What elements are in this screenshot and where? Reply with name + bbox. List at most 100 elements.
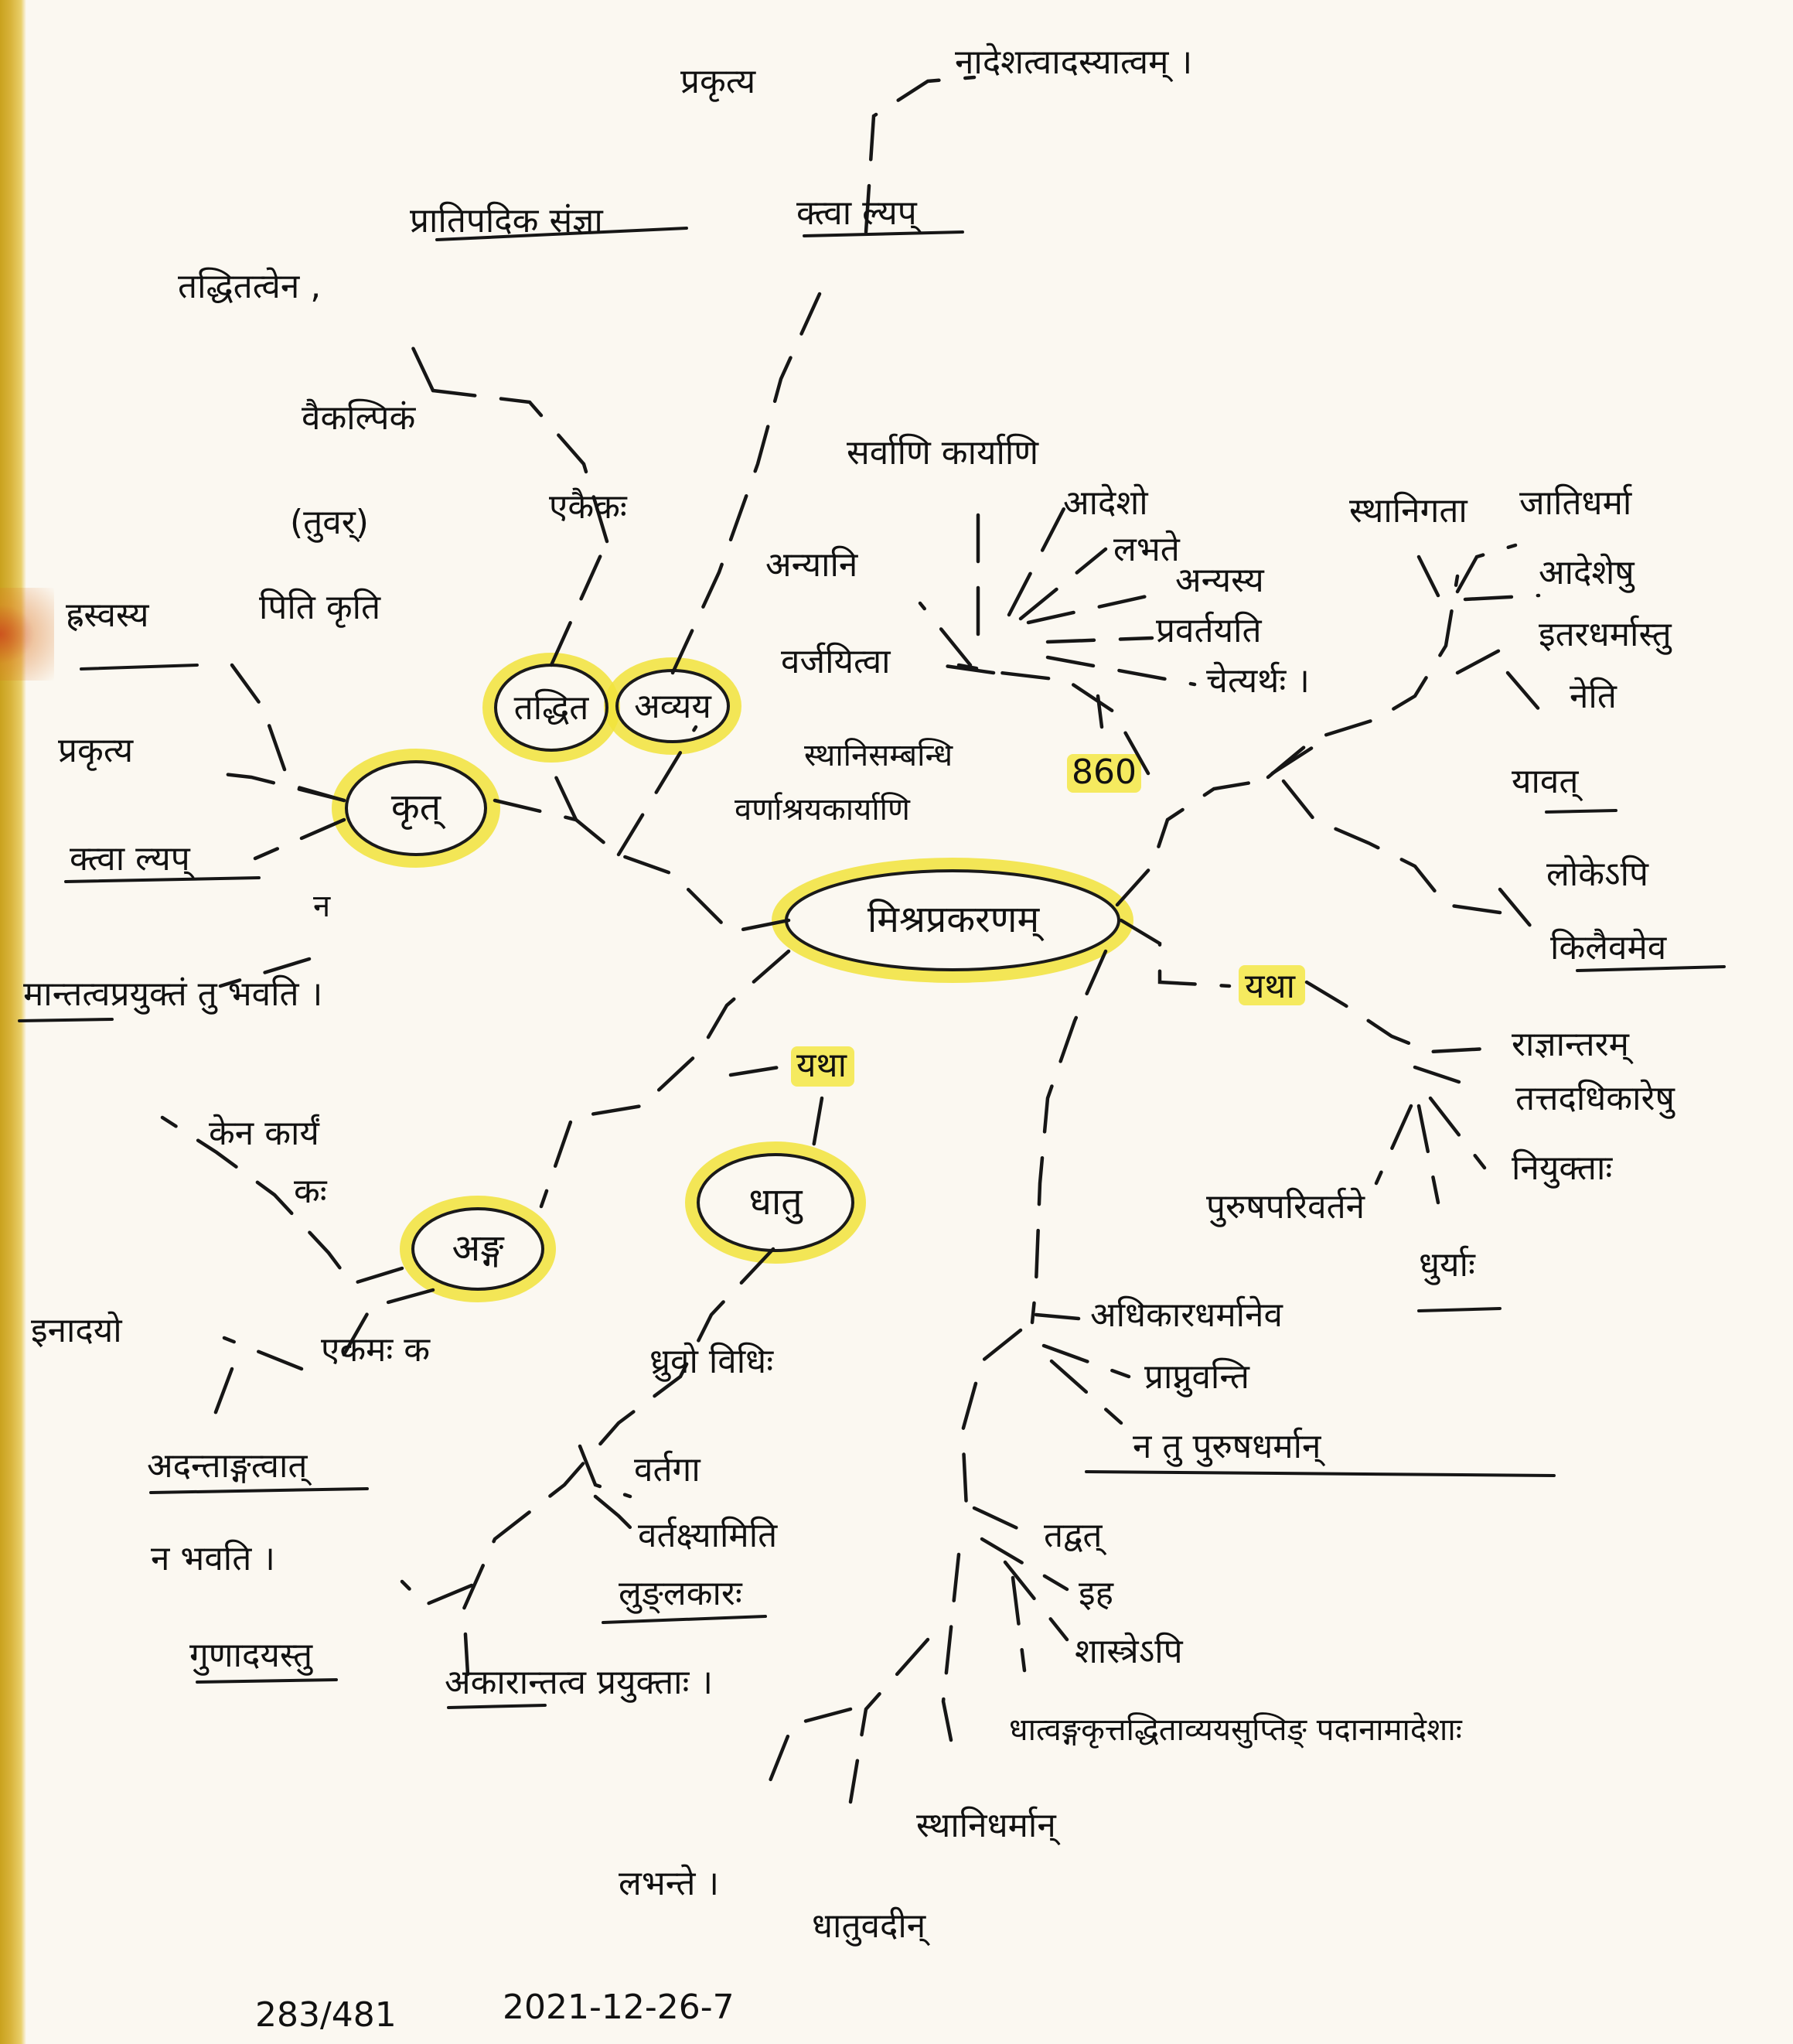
branch-to-sthanigata	[1416, 555, 1440, 598]
node-yatha-lower: यथा	[796, 1046, 848, 1085]
branch-to-tattad	[1413, 1065, 1475, 1089]
branch-dhatu-akara	[462, 1247, 775, 1677]
node-top-ktva-lyap: क्त्वा ल्यप्	[796, 193, 922, 234]
branch-to-pravartayati	[1045, 636, 1154, 644]
underline-hrasvasya	[80, 664, 199, 671]
node-vaikalpikam: वैकल्पिकं	[302, 398, 417, 438]
node-varnashraya: वर्णाश्रयकार्याणि	[735, 792, 911, 827]
node-akara-line: अकारान्तत्व प्रयुक्ताः ।	[445, 1663, 713, 1703]
node-ekamah-ka: एकमः क	[321, 1330, 431, 1370]
node-shastrepi: शास्त्रेऽपि	[1075, 1632, 1184, 1671]
node-chetyarthah: चेत्यर्थः ।	[1206, 661, 1310, 701]
node-kena-karyam: केन कार्यं	[209, 1114, 320, 1153]
branch-to-anyani	[918, 601, 973, 667]
branch-to-anyasya	[1026, 589, 1170, 625]
branch-central-krut	[493, 798, 791, 934]
footer-date: 2021-12-26-7	[503, 1988, 735, 2027]
branch-gunadi	[400, 1579, 474, 1607]
node-tattadadhikareshu: तत्तदधिकारेषु	[1515, 1079, 1675, 1119]
underline-manta	[18, 1018, 114, 1022]
anga-ring	[411, 1207, 544, 1291]
branch-krut-prakrutya	[214, 771, 346, 803]
branch-to-niyuktah	[1428, 1096, 1487, 1170]
node-avyaya: अव्यय	[634, 687, 712, 726]
node-adantangatvat: अदन्ताङ्गत्वात्	[147, 1446, 312, 1486]
branch-yatha-raja	[1304, 980, 1502, 1054]
underline-adanta	[149, 1487, 369, 1494]
underline-pratipadika	[435, 227, 688, 241]
node-dhatu: धातु	[748, 1180, 803, 1224]
node-dhatvanga-line: धात्वङ्गकृत्तद्धिताव्ययसुप्तिङ् पदानामाद…	[1009, 1712, 1463, 1749]
node-pravartayati: प्रवर्तयति	[1156, 611, 1262, 650]
avyaya-highlight	[604, 657, 741, 755]
branch-to-labhate	[1018, 547, 1108, 621]
branch-anga-kena	[160, 1115, 404, 1286]
node-adesho: आदेशो	[1063, 483, 1149, 523]
node-lokepi: लोकेऽपि	[1546, 855, 1649, 894]
branch-to-purusha	[1374, 1104, 1413, 1186]
branch-to-adhikara	[1034, 1312, 1081, 1321]
node-anyani: अन्यानि	[765, 545, 859, 585]
node-purusha-parivartane: पुरुषपरिवर्तने	[1206, 1187, 1366, 1227]
node-pratipadika-sanjna: प्रातिपदिक संज्ञा	[410, 201, 604, 241]
branch-to-avyaya	[616, 725, 698, 857]
node-adhikara-dharmaneva: अधिकारधर्मानेव	[1090, 1295, 1283, 1335]
node-top-prakrutya: प्रकृत्य	[680, 62, 757, 102]
branch-to-labhante	[759, 1707, 853, 1804]
node-yavat: यावत्	[1512, 762, 1583, 802]
underline-layer	[18, 227, 1726, 1709]
branch-ekaika-vaikalpika	[431, 388, 609, 544]
branch-manta	[218, 957, 312, 988]
dhatu-highlight	[685, 1141, 866, 1264]
branch-to-dhatuvadin	[848, 1637, 930, 1804]
node-sthanigata: स्थानिगता	[1349, 491, 1468, 531]
node-ktva-lyap-left: क्त्वा ल्यप्	[70, 839, 195, 879]
branch-to-tadvat	[972, 1506, 1035, 1537]
branch-to-itaradharmastu	[1455, 640, 1518, 675]
node-hrasvasya: ह्रस्वस्य	[66, 595, 150, 635]
underline-kilaivam	[1576, 965, 1726, 972]
branch-central-860	[1115, 744, 1317, 907]
node-sthani-sambandhi: स्थानिसम्बन्धि	[804, 738, 954, 773]
node-rajnantaram: राज्ञान्तरम्	[1512, 1025, 1634, 1065]
branch-to-taddhita	[543, 752, 578, 822]
node-na-tu-purusha: न तु पुरुषधर्मान्	[1133, 1427, 1325, 1467]
branch-to-sthanidharman	[941, 1552, 961, 1742]
branch-taddhita-ekaika	[549, 539, 609, 667]
node-niyuktah: नियुक्ताः	[1512, 1148, 1613, 1189]
branch-to-varjayitva	[937, 663, 996, 675]
node-labhante: लभन्ते ।	[619, 1864, 719, 1903]
node-labhate: लभते	[1113, 530, 1181, 569]
branch-layer	[160, 75, 1556, 1804]
branch-ekamah-inadayo	[222, 1336, 304, 1371]
node-dhuryah: धुर्याः	[1419, 1245, 1476, 1285]
branch-to-shastrepi	[1003, 1560, 1069, 1642]
node-kilaivamiva: किलैवमेव	[1550, 928, 1668, 967]
node-860: 860	[1072, 752, 1137, 792]
node-tadvat: तद्वत्	[1044, 1516, 1106, 1556]
underline-natu	[1085, 1470, 1556, 1477]
node-prakrutya-left: प्रकृत्य	[58, 731, 135, 771]
node-itaradharmastu: इतरधर्मास्तु	[1539, 615, 1672, 655]
node-krut: कृत्	[391, 786, 446, 830]
branch-top-ktva	[864, 75, 977, 234]
text-layer: मिश्रप्रकरणम् प्रकृत्य नादेशत्वादस्यात्व…	[23, 43, 1675, 2035]
branch-to-dhatvanga	[1011, 1575, 1027, 1673]
node-na-bhavati: न भवति ।	[151, 1539, 275, 1578]
node-dhuvo-vidhih: ध्रुवो विधिः	[649, 1342, 774, 1382]
footer-page-number: 283/481	[255, 1995, 397, 2035]
branch-to-prapnuvanti	[1041, 1343, 1131, 1379]
node-prapnuvanti: प्राप्नुवन्ति	[1144, 1357, 1250, 1397]
node-varjayitva: वर्जयित्वा	[781, 642, 891, 681]
underline-gunadi	[196, 1678, 338, 1684]
underline-lunlakara	[602, 1615, 767, 1624]
node-iha: इह	[1079, 1574, 1114, 1613]
branch-to-lokepi	[1281, 779, 1502, 915]
branch-ekamah-adanta	[206, 1367, 234, 1433]
node-dhatuvadin: धातुवदीन्	[812, 1906, 930, 1947]
branch-to-dhuryah	[1416, 1104, 1440, 1205]
branch-860-sthanigata	[1266, 574, 1460, 780]
yatha-right-highlight	[1239, 965, 1305, 1005]
node-inadayo: इनादयो	[31, 1311, 123, 1350]
